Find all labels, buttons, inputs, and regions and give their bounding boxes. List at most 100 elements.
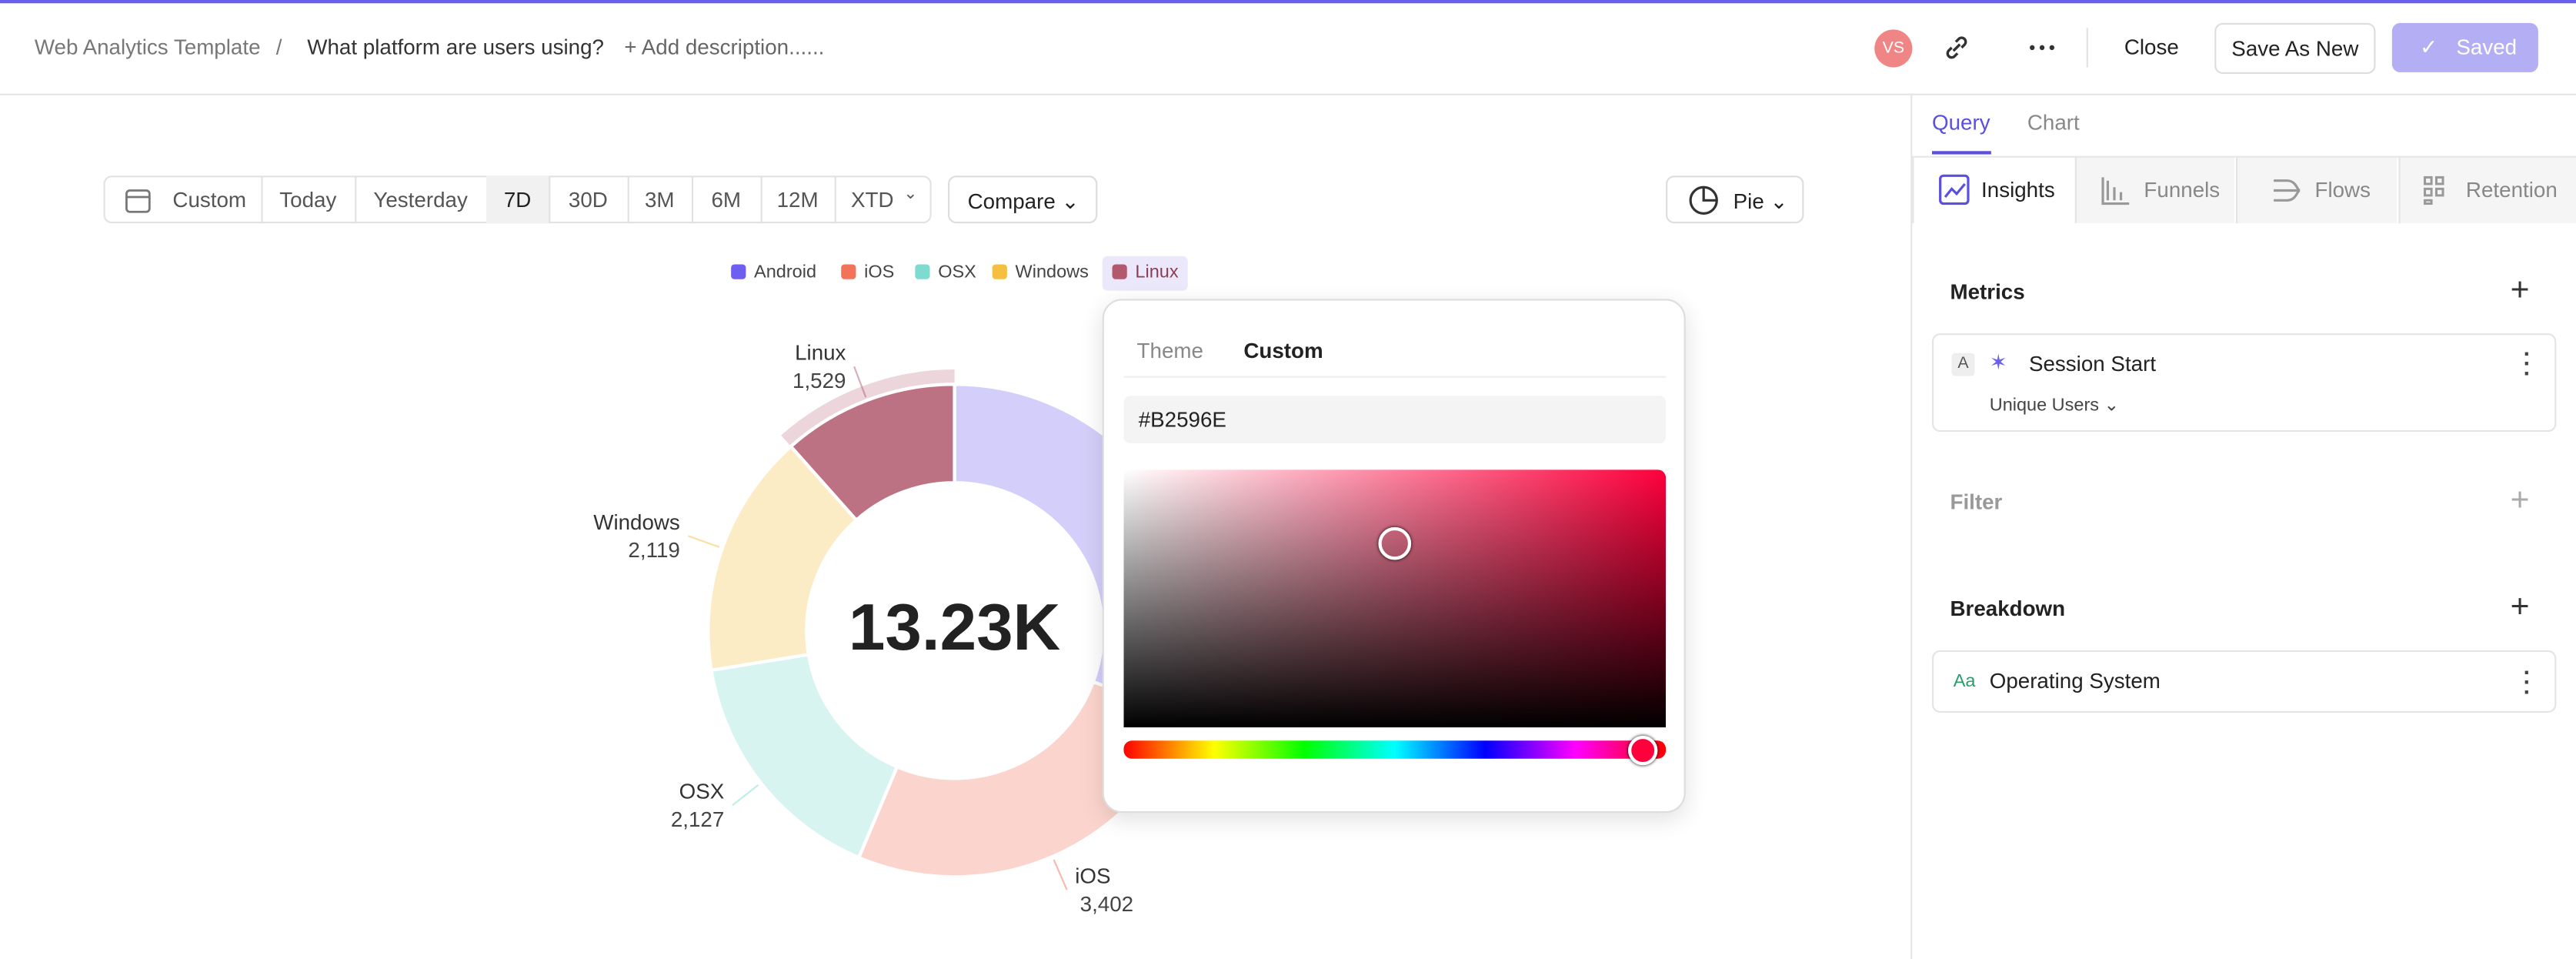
legend-label: iOS bbox=[864, 262, 895, 282]
aggregation-label: Unique Users bbox=[1989, 396, 2100, 416]
legend-swatch bbox=[1112, 264, 1127, 279]
divider bbox=[1123, 376, 1667, 378]
add-button[interactable]: + bbox=[2510, 589, 2530, 626]
legend-label: Windows bbox=[1015, 262, 1089, 282]
legend-label: Linux bbox=[1135, 262, 1179, 282]
slice-label: Windows bbox=[593, 510, 680, 534]
range-option[interactable]: 3M bbox=[628, 175, 694, 224]
divider bbox=[1910, 93, 1913, 959]
breakdown-card[interactable] bbox=[1931, 650, 2557, 713]
section-title: Breakdown bbox=[1950, 596, 2066, 621]
leader-line bbox=[688, 535, 720, 548]
picker-tab[interactable]: Custom bbox=[1243, 338, 1323, 363]
legend-item[interactable]: Windows bbox=[992, 256, 1089, 291]
more-icon[interactable] bbox=[2027, 36, 2057, 59]
retention-icon bbox=[2424, 175, 2444, 206]
section-title: Filter bbox=[1950, 489, 2003, 514]
chart-type-label: Pie bbox=[1733, 189, 1764, 214]
legend-item[interactable]: iOS bbox=[841, 256, 894, 291]
flows-icon bbox=[2274, 179, 2301, 202]
color-picker: Theme Custom #B2596E bbox=[1102, 299, 1686, 814]
add-button[interactable]: + bbox=[2510, 483, 2530, 520]
saturation-handle[interactable] bbox=[1378, 526, 1412, 560]
range-option[interactable]: 12M bbox=[761, 175, 836, 224]
leader-line bbox=[732, 784, 759, 807]
value-label: 2,127 bbox=[671, 807, 724, 831]
insights-icon bbox=[1939, 174, 1970, 206]
range-option[interactable]: 7D bbox=[486, 175, 551, 224]
save-as-new-button[interactable]: Save As New bbox=[2214, 22, 2376, 75]
metric-name[interactable]: Session Start bbox=[2028, 351, 2157, 376]
breakdown-name[interactable]: Operating System bbox=[1989, 668, 2161, 693]
kebab[interactable]: · · · bbox=[2523, 658, 2531, 705]
chevron: ⌄ bbox=[903, 185, 918, 204]
legend-swatch bbox=[841, 264, 856, 279]
slice bbox=[709, 652, 899, 860]
saved-button[interactable]: ✓ Saved bbox=[2391, 22, 2538, 72]
metric-aggregation[interactable]: Unique Users ⌄ bbox=[1989, 396, 2120, 416]
slice-label: iOS bbox=[1075, 864, 1110, 888]
close-button[interactable]: Close bbox=[2124, 34, 2179, 59]
section-title: Metrics bbox=[1950, 279, 2025, 304]
saturation-area[interactable] bbox=[1123, 469, 1667, 728]
hex-input[interactable]: #B2596E bbox=[1123, 396, 1667, 444]
value-label: 2,119 bbox=[628, 538, 679, 562]
breakdown-icon: Aa bbox=[1953, 671, 1976, 692]
divider bbox=[0, 93, 2576, 95]
chart-type-button[interactable]: Pie ⌄ bbox=[1666, 175, 1804, 224]
legend-label: Android bbox=[754, 262, 817, 282]
divider bbox=[2086, 28, 2088, 68]
slice bbox=[788, 383, 956, 523]
slice bbox=[706, 443, 859, 673]
link-icon[interactable] bbox=[1942, 33, 1971, 62]
separator: / bbox=[275, 34, 282, 59]
metric-letter: A bbox=[1951, 353, 1975, 376]
legend-swatch bbox=[915, 264, 930, 279]
saved-label: Saved bbox=[2456, 34, 2518, 59]
type-tab[interactable]: Flows bbox=[2236, 157, 2397, 224]
leader-line bbox=[1053, 859, 1068, 890]
tab-underline bbox=[1931, 151, 1991, 155]
metric-icon: ✶ bbox=[1989, 349, 2008, 375]
pie-icon bbox=[1689, 185, 1718, 215]
avatar[interactable]: VS bbox=[1874, 29, 1913, 68]
range-option[interactable]: XTD bbox=[851, 187, 894, 212]
metric-card[interactable] bbox=[1931, 333, 2557, 433]
type-tab[interactable]: Retention bbox=[2398, 157, 2576, 224]
legend-item[interactable]: OSX bbox=[915, 256, 976, 291]
legend-swatch bbox=[731, 264, 746, 279]
panel-tab[interactable]: Query bbox=[1931, 109, 1990, 135]
slice-label: Linux bbox=[795, 341, 846, 365]
value-label: 3,402 bbox=[1080, 892, 1133, 916]
compare-label: Compare bbox=[967, 189, 1056, 214]
total-label: 13.23K bbox=[849, 591, 1060, 664]
picker-tab[interactable]: Theme bbox=[1136, 338, 1203, 363]
title[interactable]: What platform are users using? bbox=[307, 34, 604, 59]
add-button[interactable]: + bbox=[2510, 272, 2530, 309]
top-bar bbox=[0, 0, 2576, 4]
range-option[interactable]: 30D bbox=[549, 175, 629, 224]
description[interactable]: + Add description...... bbox=[624, 34, 825, 59]
compare-button[interactable]: Compare ⌄ bbox=[948, 175, 1098, 224]
range-option[interactable]: Today bbox=[261, 175, 357, 224]
panel-tab[interactable]: Chart bbox=[2027, 109, 2080, 135]
legend-item[interactable]: Android bbox=[731, 256, 816, 291]
type-tab[interactable]: Insights bbox=[1912, 157, 2074, 224]
legend-item[interactable]: Linux bbox=[1102, 256, 1189, 291]
legend-swatch bbox=[992, 264, 1007, 279]
slice-label: OSX bbox=[679, 780, 725, 804]
range-option[interactable]: Custom bbox=[158, 175, 263, 224]
breadcrumb[interactable]: Web Analytics Template bbox=[34, 34, 261, 59]
divider bbox=[1912, 155, 2576, 158]
hue-handle[interactable] bbox=[1627, 735, 1658, 766]
legend-label: OSX bbox=[938, 262, 976, 282]
kebab[interactable]: · · · bbox=[2523, 339, 2531, 386]
type-tab[interactable]: Funnels bbox=[2074, 157, 2234, 224]
leader-line bbox=[853, 366, 867, 398]
value-label: 1,529 bbox=[792, 369, 846, 393]
hue-slider[interactable] bbox=[1123, 740, 1667, 759]
range-option[interactable]: 6M bbox=[692, 175, 762, 224]
calendar-icon bbox=[125, 189, 151, 213]
